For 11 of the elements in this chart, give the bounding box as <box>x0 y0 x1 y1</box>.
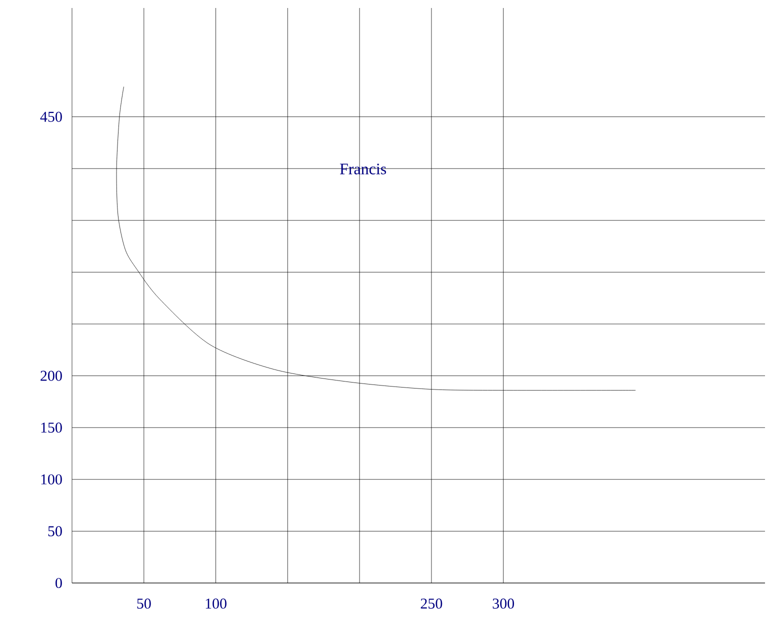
y-tick-label: 0 <box>56 578 62 588</box>
x-tick-label: 250 <box>420 598 442 609</box>
x-tick-label: 300 <box>492 598 514 609</box>
annotation: Francis <box>340 164 386 174</box>
y-tick-label: 50 <box>48 526 62 536</box>
y-tick-label: 450 <box>40 112 62 122</box>
y-tick-label: 200 <box>40 370 62 381</box>
x-tick-label: 50 <box>137 598 151 609</box>
y-tick-label: 150 <box>41 422 62 433</box>
x-tick-label: 100 <box>206 598 226 609</box>
y-tick-label: 100 <box>41 474 62 484</box>
